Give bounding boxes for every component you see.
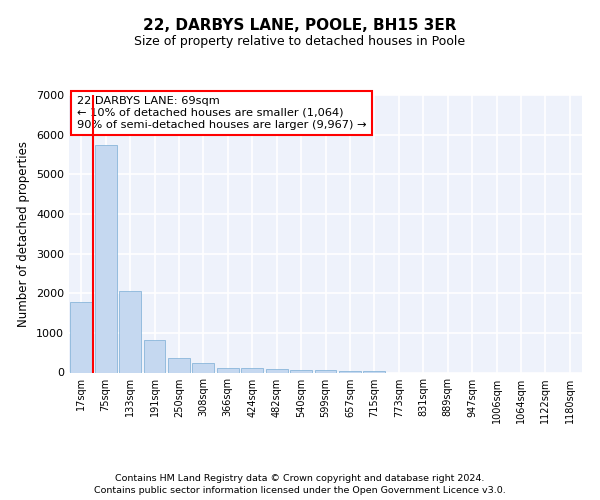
Text: Size of property relative to detached houses in Poole: Size of property relative to detached ho… (134, 35, 466, 48)
Y-axis label: Number of detached properties: Number of detached properties (17, 141, 31, 327)
Bar (193, 364, 214, 372)
Bar (217, 368, 239, 372)
Bar (95, 144, 116, 372)
Bar (266, 369, 287, 372)
Bar (70, 302, 92, 372)
Text: 22, DARBYS LANE, POOLE, BH15 3ER: 22, DARBYS LANE, POOLE, BH15 3ER (143, 18, 457, 32)
Bar (314, 370, 337, 372)
Bar (364, 370, 385, 372)
Bar (143, 340, 166, 372)
Text: 22 DARBYS LANE: 69sqm
← 10% of detached houses are smaller (1,064)
90% of semi-d: 22 DARBYS LANE: 69sqm ← 10% of detached … (77, 96, 366, 130)
Text: Contains public sector information licensed under the Open Government Licence v3: Contains public sector information licen… (94, 486, 506, 495)
Bar (168, 358, 190, 372)
Bar (119, 291, 141, 372)
Bar (339, 370, 361, 372)
Text: Contains HM Land Registry data © Crown copyright and database right 2024.: Contains HM Land Registry data © Crown c… (115, 474, 485, 483)
Bar (290, 370, 312, 372)
Bar (241, 368, 263, 372)
